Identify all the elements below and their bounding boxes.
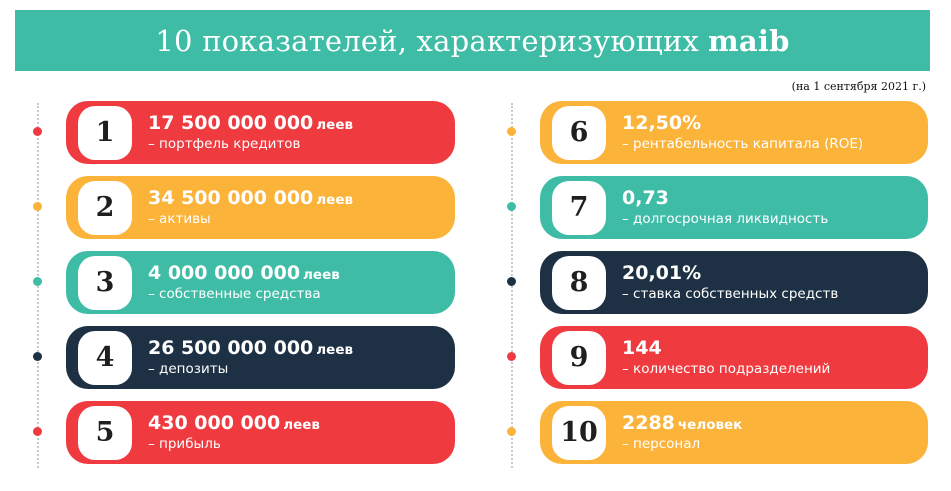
indicator-unit: леев	[316, 191, 354, 208]
indicator-value: 4 000 000 000	[148, 261, 301, 284]
date-note: (на 1 сентября 2021 г.)	[791, 80, 926, 93]
indicator-description: – собственные средства	[148, 285, 321, 302]
timeline-dot	[507, 427, 516, 436]
indicator-text: 26 500 000 000 леев – депозиты	[148, 336, 354, 377]
indicator-unit: леев	[316, 116, 354, 133]
indicator-description: – депозиты	[148, 360, 229, 377]
indicator-unit: леев	[283, 416, 320, 433]
indicator-number-badge: 1	[78, 105, 132, 160]
indicator-description: – количество подразделений	[622, 360, 831, 377]
indicator-text: 0,73 – долгосрочная ликвидность	[622, 186, 829, 227]
timeline-dot	[507, 202, 516, 211]
indicator-card-8: 8 20,01% – ставка собственных средств	[540, 251, 928, 314]
indicator-text: 12,50% – рентабельность капитала (ROE)	[622, 111, 864, 152]
indicator-card-5: 5 430 000 000 леев – прибыль	[66, 401, 455, 464]
indicator-value: 20,01%	[622, 261, 702, 284]
indicator-description: – персонал	[622, 435, 701, 452]
indicator-description: – активы	[148, 210, 211, 227]
indicator-number-badge: 6	[552, 105, 606, 160]
page-title: 10 показателей, характеризующих	[155, 23, 700, 58]
indicator-number-badge: 8	[552, 255, 606, 310]
indicator-number-badge: 2	[78, 180, 132, 235]
indicator-number-badge: 10	[552, 405, 606, 460]
indicator-description: – ставка собственных средств	[622, 285, 839, 302]
timeline-dot	[33, 127, 42, 136]
indicator-number-badge: 9	[552, 330, 606, 385]
indicator-value: 0,73	[622, 186, 669, 209]
indicator-card-2: 2 34 500 000 000 леев – активы	[66, 176, 455, 239]
indicator-card-3: 3 4 000 000 000 леев – собственные средст…	[66, 251, 455, 314]
timeline-dot	[507, 127, 516, 136]
indicator-text: 144 – количество подразделений	[622, 336, 831, 377]
indicator-card-10: 10 2288 человек – персонал	[540, 401, 928, 464]
timeline-dot	[507, 277, 516, 286]
indicator-description: – долгосрочная ликвидность	[622, 210, 829, 227]
indicator-value: 144	[622, 336, 662, 359]
indicator-text: 34 500 000 000 леев – активы	[148, 186, 354, 227]
indicator-value: 26 500 000 000	[148, 336, 314, 359]
indicator-value: 430 000 000	[148, 411, 281, 434]
indicator-card-1: 1 17 500 000 000 леев – портфель кредитов	[66, 101, 455, 164]
timeline-dot	[33, 277, 42, 286]
indicator-unit: леев	[316, 341, 354, 358]
timeline-dot	[33, 352, 42, 361]
indicator-text: 430 000 000 леев – прибыль	[148, 411, 320, 452]
indicator-text: 20,01% – ставка собственных средств	[622, 261, 839, 302]
indicator-unit: леев	[303, 266, 340, 283]
timeline-dot	[33, 202, 42, 211]
indicator-card-6: 6 12,50% – рентабельность капитала (ROE)	[540, 101, 928, 164]
indicator-value: 34 500 000 000	[148, 186, 314, 209]
indicator-description: – рентабельность капитала (ROE)	[622, 135, 864, 152]
timeline-dot	[507, 352, 516, 361]
indicator-text: 2288 человек – персонал	[622, 411, 743, 452]
indicator-card-7: 7 0,73 – долгосрочная ликвидность	[540, 176, 928, 239]
indicator-description: – прибыль	[148, 435, 221, 452]
brand-name: maib	[708, 23, 790, 58]
indicator-number-badge: 7	[552, 180, 606, 235]
indicator-value: 2288	[622, 411, 675, 434]
indicator-description: – портфель кредитов	[148, 135, 301, 152]
indicator-card-9: 9 144 – количество подразделений	[540, 326, 928, 389]
timeline-dot	[33, 427, 42, 436]
indicator-number-badge: 5	[78, 405, 132, 460]
indicator-text: 17 500 000 000 леев – портфель кредитов	[148, 111, 354, 152]
indicator-number-badge: 4	[78, 330, 132, 385]
indicator-unit: человек	[677, 416, 743, 433]
indicator-value: 12,50%	[622, 111, 702, 134]
indicator-number-badge: 3	[78, 255, 132, 310]
indicator-card-4: 4 26 500 000 000 леев – депозиты	[66, 326, 455, 389]
indicator-text: 4 000 000 000 леев – собственные средства	[148, 261, 340, 302]
indicator-value: 17 500 000 000	[148, 111, 314, 134]
title-banner: 10 показателей, характеризующих maib	[15, 10, 930, 71]
